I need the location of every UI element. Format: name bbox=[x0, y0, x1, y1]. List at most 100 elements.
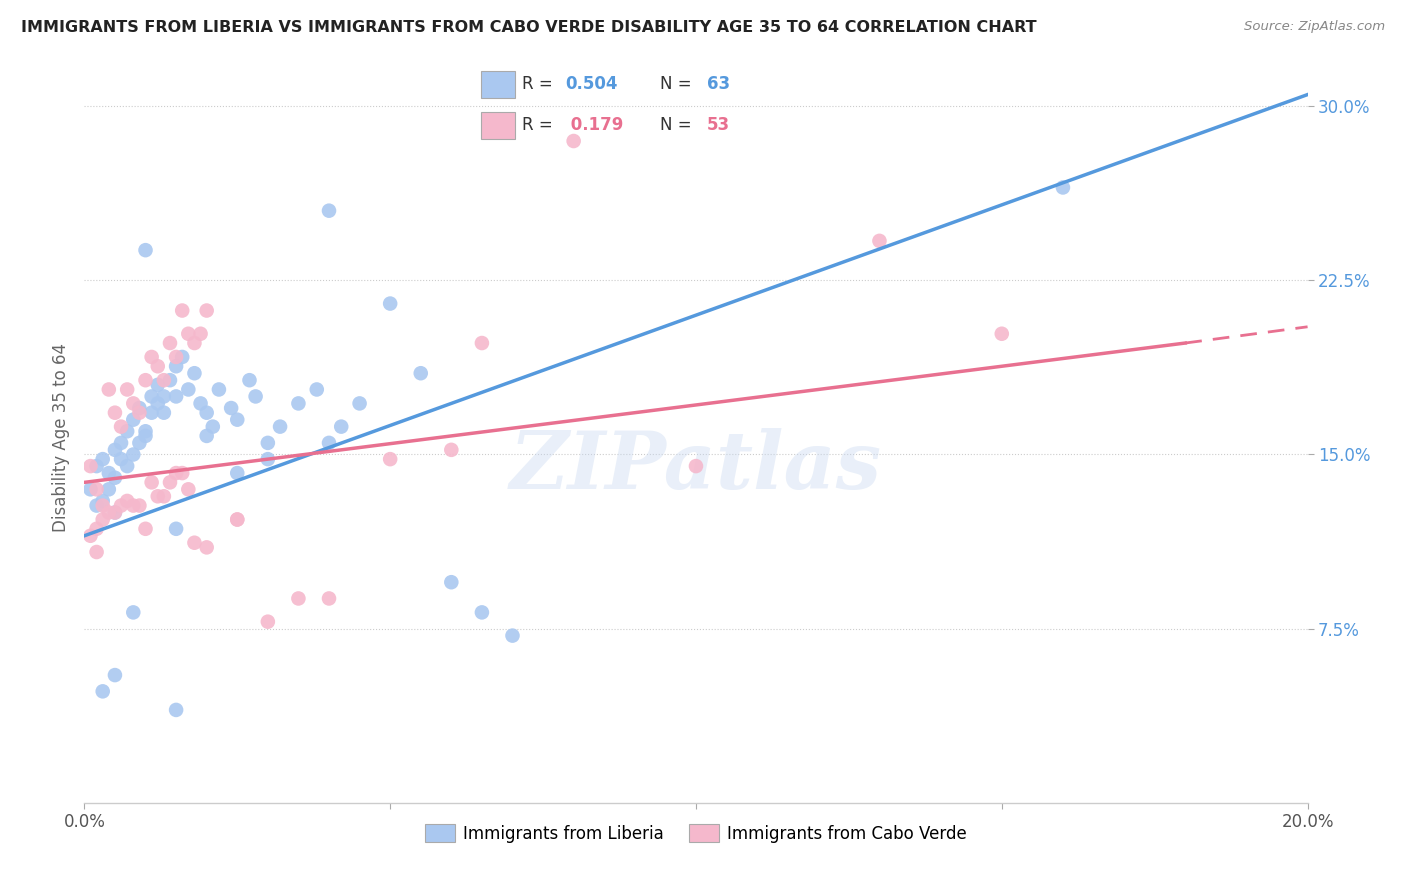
Point bbox=[195, 541, 218, 555]
Point bbox=[110, 436, 132, 450]
Point bbox=[122, 606, 145, 620]
Point bbox=[86, 522, 108, 536]
Point bbox=[409, 366, 432, 380]
Point bbox=[195, 406, 218, 420]
Point bbox=[146, 359, 169, 374]
Y-axis label: Disability Age 35 to 64: Disability Age 35 to 64 bbox=[52, 343, 70, 532]
Point bbox=[195, 303, 218, 318]
Point bbox=[257, 436, 280, 450]
Point bbox=[172, 466, 194, 480]
Point bbox=[91, 499, 114, 513]
Point bbox=[177, 483, 200, 497]
Point bbox=[104, 506, 127, 520]
Text: 0.179: 0.179 bbox=[565, 116, 624, 134]
Point bbox=[97, 506, 120, 520]
Point bbox=[141, 389, 163, 403]
Point bbox=[318, 436, 340, 450]
Point bbox=[1052, 180, 1074, 194]
Point bbox=[226, 412, 249, 426]
Text: 63: 63 bbox=[707, 76, 730, 94]
Point bbox=[104, 442, 127, 457]
Point bbox=[269, 419, 291, 434]
Point bbox=[91, 494, 114, 508]
Point bbox=[79, 529, 101, 543]
Point bbox=[135, 373, 157, 387]
Point bbox=[165, 350, 187, 364]
Point bbox=[104, 506, 127, 520]
Text: 0.504: 0.504 bbox=[565, 76, 619, 94]
Point bbox=[97, 466, 120, 480]
Point bbox=[165, 359, 187, 374]
Point bbox=[190, 326, 212, 341]
Point bbox=[183, 366, 205, 380]
Point bbox=[177, 383, 200, 397]
Point bbox=[122, 448, 145, 462]
Point bbox=[135, 243, 157, 257]
Point bbox=[245, 389, 267, 403]
Text: R =: R = bbox=[522, 76, 558, 94]
Point bbox=[226, 512, 249, 526]
Point bbox=[305, 383, 328, 397]
Point bbox=[79, 459, 101, 474]
Point bbox=[153, 389, 176, 403]
Text: 53: 53 bbox=[707, 116, 730, 134]
Legend: Immigrants from Liberia, Immigrants from Cabo Verde: Immigrants from Liberia, Immigrants from… bbox=[418, 818, 974, 849]
Point bbox=[165, 522, 187, 536]
Point bbox=[146, 489, 169, 503]
Point bbox=[97, 383, 120, 397]
Point bbox=[502, 629, 524, 643]
Point bbox=[991, 326, 1014, 341]
Point bbox=[153, 373, 176, 387]
Point bbox=[86, 459, 108, 474]
Point bbox=[380, 452, 402, 467]
Point bbox=[110, 419, 132, 434]
Point bbox=[226, 512, 249, 526]
Point bbox=[183, 336, 205, 351]
Point bbox=[685, 459, 707, 474]
Text: N =: N = bbox=[659, 76, 697, 94]
Point bbox=[287, 591, 309, 606]
Point bbox=[869, 234, 891, 248]
Point bbox=[471, 606, 494, 620]
FancyBboxPatch shape bbox=[481, 71, 515, 98]
Point bbox=[190, 396, 212, 410]
Point bbox=[115, 459, 138, 474]
Point bbox=[440, 575, 463, 590]
Point bbox=[91, 684, 114, 698]
Point bbox=[208, 383, 231, 397]
Point bbox=[135, 424, 157, 438]
Point bbox=[172, 350, 194, 364]
Text: R =: R = bbox=[522, 116, 558, 134]
Point bbox=[128, 436, 150, 450]
Point bbox=[183, 535, 205, 549]
Point bbox=[146, 377, 169, 392]
Point bbox=[330, 419, 353, 434]
Point bbox=[257, 452, 280, 467]
Point bbox=[141, 475, 163, 490]
Point bbox=[115, 494, 138, 508]
Point bbox=[165, 466, 187, 480]
Point bbox=[226, 466, 249, 480]
Point bbox=[141, 350, 163, 364]
Point bbox=[91, 512, 114, 526]
Point bbox=[122, 396, 145, 410]
Point bbox=[104, 406, 127, 420]
Point bbox=[122, 499, 145, 513]
Text: Source: ZipAtlas.com: Source: ZipAtlas.com bbox=[1244, 20, 1385, 33]
Text: N =: N = bbox=[659, 116, 697, 134]
Point bbox=[471, 336, 494, 351]
Point bbox=[159, 373, 181, 387]
Point bbox=[380, 296, 402, 310]
Point bbox=[562, 134, 585, 148]
Point bbox=[165, 703, 187, 717]
Point bbox=[318, 203, 340, 218]
Point bbox=[128, 406, 150, 420]
FancyBboxPatch shape bbox=[481, 112, 515, 139]
Point bbox=[115, 383, 138, 397]
Point bbox=[195, 429, 218, 443]
Point bbox=[172, 303, 194, 318]
Point bbox=[110, 452, 132, 467]
Point bbox=[146, 396, 169, 410]
Text: ZIPatlas: ZIPatlas bbox=[510, 427, 882, 505]
Point bbox=[86, 499, 108, 513]
